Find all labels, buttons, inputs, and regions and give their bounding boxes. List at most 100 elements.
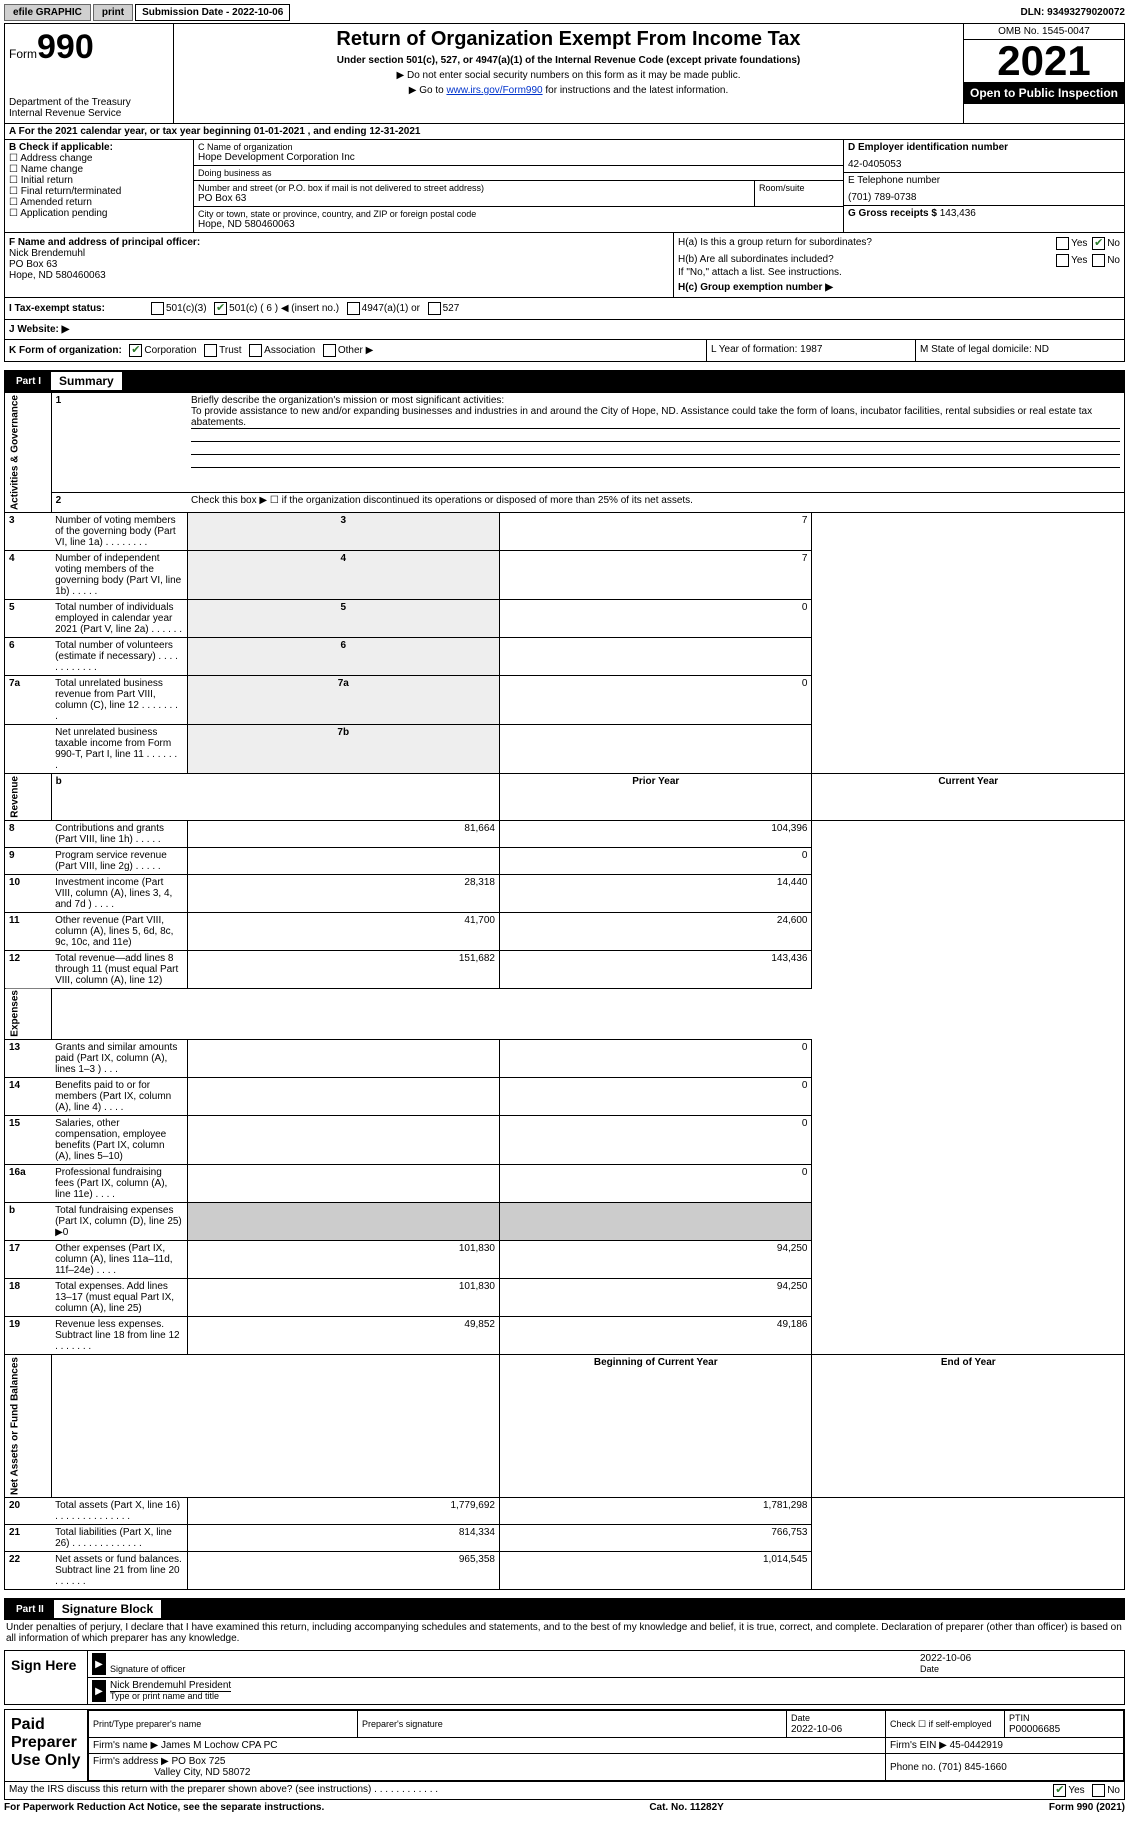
- tax-status-label: I Tax-exempt status:: [9, 303, 149, 314]
- prep-date-value: 2022-10-06: [791, 1724, 842, 1735]
- chk-4947[interactable]: [347, 302, 360, 315]
- type-name-label: Type or print name and title: [110, 1691, 219, 1701]
- mission-text: To provide assistance to new and/or expa…: [191, 406, 1120, 429]
- sig-officer-label: Signature of officer: [110, 1664, 185, 1674]
- form-subtitle: Under section 501(c), 527, or 4947(a)(1)…: [178, 55, 959, 66]
- page-footer: For Paperwork Reduction Act Notice, see …: [4, 1802, 1125, 1813]
- hdr-eoy: End of Year: [812, 1355, 1125, 1498]
- paid-preparer-label: Paid Preparer Use Only: [5, 1710, 88, 1781]
- row-k-l-m: K Form of organization: Corporation Trus…: [4, 340, 1125, 362]
- summary-table: Activities & Governance 1 Briefly descri…: [4, 392, 1125, 1590]
- hb-no[interactable]: [1092, 254, 1105, 267]
- room-label: Room/suite: [759, 183, 839, 193]
- city-value: Hope, ND 580460063: [198, 219, 839, 230]
- sig-date-label: Date: [920, 1664, 939, 1674]
- mission-label: Briefly describe the organization's miss…: [191, 395, 504, 406]
- hb-label: H(b) Are all subordinates included?: [678, 254, 834, 267]
- section-f: F Name and address of principal officer:…: [5, 233, 674, 297]
- firm-name: James M Lochow CPA PC: [161, 1740, 278, 1751]
- part-i-title: Summary: [51, 372, 122, 390]
- block-b-to-g: B Check if applicable: ☐ Address change …: [4, 140, 1125, 233]
- chk-assoc[interactable]: [249, 344, 262, 357]
- ha-label: H(a) Is this a group return for subordin…: [678, 237, 872, 250]
- hdr-prior: Prior Year: [500, 774, 812, 821]
- print-button[interactable]: print: [93, 4, 133, 21]
- city-label: City or town, state or province, country…: [198, 209, 839, 219]
- sig-date-value: 2022-10-06: [920, 1653, 971, 1664]
- hc-label: H(c) Group exemption number ▶: [678, 282, 1120, 293]
- hb-note: If "No," attach a list. See instructions…: [678, 267, 1120, 278]
- footer-center: Cat. No. 11282Y: [649, 1802, 723, 1813]
- efile-button[interactable]: efile GRAPHIC: [4, 4, 91, 21]
- form-word: Form: [9, 47, 37, 61]
- chk-application-pending[interactable]: ☐ Application pending: [9, 208, 189, 219]
- row-i-tax-status: I Tax-exempt status: 501(c)(3) 501(c) ( …: [4, 298, 1125, 320]
- tax-year: 2021: [964, 40, 1124, 82]
- paid-preparer-block: Paid Preparer Use Only Print/Type prepar…: [4, 1709, 1125, 1782]
- firm-ein-label: Firm's EIN ▶: [890, 1740, 947, 1751]
- chk-501c3[interactable]: [151, 302, 164, 315]
- tel-value: (701) 789-0738: [848, 192, 1120, 203]
- prep-date-label: Date: [791, 1713, 810, 1723]
- gross-value: 143,436: [940, 208, 976, 219]
- part-ii-label: Part II: [10, 1604, 50, 1615]
- department-label: Department of the Treasury Internal Reve…: [9, 97, 169, 119]
- firm-name-label: Firm's name ▶: [93, 1740, 158, 1751]
- arrow-icon: ▶: [92, 1680, 106, 1702]
- chk-527[interactable]: [428, 302, 441, 315]
- footer-left: For Paperwork Reduction Act Notice, see …: [4, 1802, 324, 1813]
- section-d-e-g: D Employer identification number 42-0405…: [844, 140, 1124, 232]
- street-value: PO Box 63: [198, 193, 750, 204]
- chk-corp[interactable]: [129, 344, 142, 357]
- officer-name: Nick Brendemuhl: [9, 248, 669, 259]
- form-header: Form990 Department of the Treasury Inter…: [4, 23, 1125, 124]
- ein-value: 42-0405053: [848, 159, 1120, 170]
- chk-amended[interactable]: ☐ Amended return: [9, 197, 189, 208]
- firm-addr-label: Firm's address ▶: [93, 1756, 169, 1767]
- discuss-yes[interactable]: [1053, 1784, 1066, 1797]
- tel-label: E Telephone number: [848, 175, 1120, 186]
- instructions-note: ▶ Go to www.irs.gov/Form990 for instruct…: [178, 85, 959, 96]
- chk-final-return[interactable]: ☐ Final return/terminated: [9, 186, 189, 197]
- form-title: Return of Organization Exempt From Incom…: [178, 28, 959, 51]
- side-netassets: Net Assets or Fund Balances: [5, 1355, 52, 1498]
- phone-label: Phone no.: [890, 1762, 936, 1773]
- discuss-label: May the IRS discuss this return with the…: [9, 1784, 1051, 1797]
- footer-right: Form 990 (2021): [1049, 1802, 1125, 1813]
- chk-address-change[interactable]: ☐ Address change: [9, 153, 189, 164]
- ha-no[interactable]: [1092, 237, 1105, 250]
- prep-sig-label: Preparer's signature: [362, 1719, 443, 1729]
- ptin-value: P00006685: [1009, 1724, 1060, 1735]
- org-name: Hope Development Corporation Inc: [198, 152, 839, 163]
- row-j-website: J Website: ▶: [4, 320, 1125, 340]
- officer-addr1: PO Box 63: [9, 259, 669, 270]
- form-number: Form990: [9, 28, 169, 67]
- chk-name-change[interactable]: ☐ Name change: [9, 164, 189, 175]
- chk-other[interactable]: [323, 344, 336, 357]
- part-i-label: Part I: [10, 376, 47, 387]
- form-num: 990: [37, 28, 94, 66]
- submission-date: Submission Date - 2022-10-06: [135, 4, 290, 21]
- ein-label: D Employer identification number: [848, 142, 1120, 153]
- chk-trust[interactable]: [204, 344, 217, 357]
- section-b-label: B Check if applicable:: [9, 142, 189, 153]
- hb-yes[interactable]: [1056, 254, 1069, 267]
- section-b: B Check if applicable: ☐ Address change …: [5, 140, 194, 232]
- website-label: J Website: ▶: [9, 324, 69, 335]
- instructions-link[interactable]: www.irs.gov/Form990: [446, 85, 542, 96]
- ha-yes[interactable]: [1056, 237, 1069, 250]
- preparer-table: Print/Type preparer's name Preparer's si…: [88, 1710, 1124, 1781]
- section-c: C Name of organization Hope Development …: [194, 140, 844, 232]
- chk-501c[interactable]: [214, 302, 227, 315]
- discuss-no[interactable]: [1092, 1784, 1105, 1797]
- part-ii-header: Part II Signature Block: [4, 1598, 1125, 1620]
- hdr-boy: Beginning of Current Year: [500, 1355, 812, 1498]
- part-ii-title: Signature Block: [54, 1600, 161, 1618]
- arrow-icon: ▶: [92, 1653, 106, 1675]
- self-employed-check[interactable]: Check ☐ if self-employed: [886, 1711, 1005, 1738]
- form-org-label: K Form of organization:: [9, 345, 122, 356]
- chk-initial-return[interactable]: ☐ Initial return: [9, 175, 189, 186]
- side-expenses: Expenses: [5, 988, 52, 1040]
- sign-here-label: Sign Here: [5, 1651, 88, 1704]
- line2-discontinued: Check this box ▶ ☐ if the organization d…: [187, 492, 1124, 512]
